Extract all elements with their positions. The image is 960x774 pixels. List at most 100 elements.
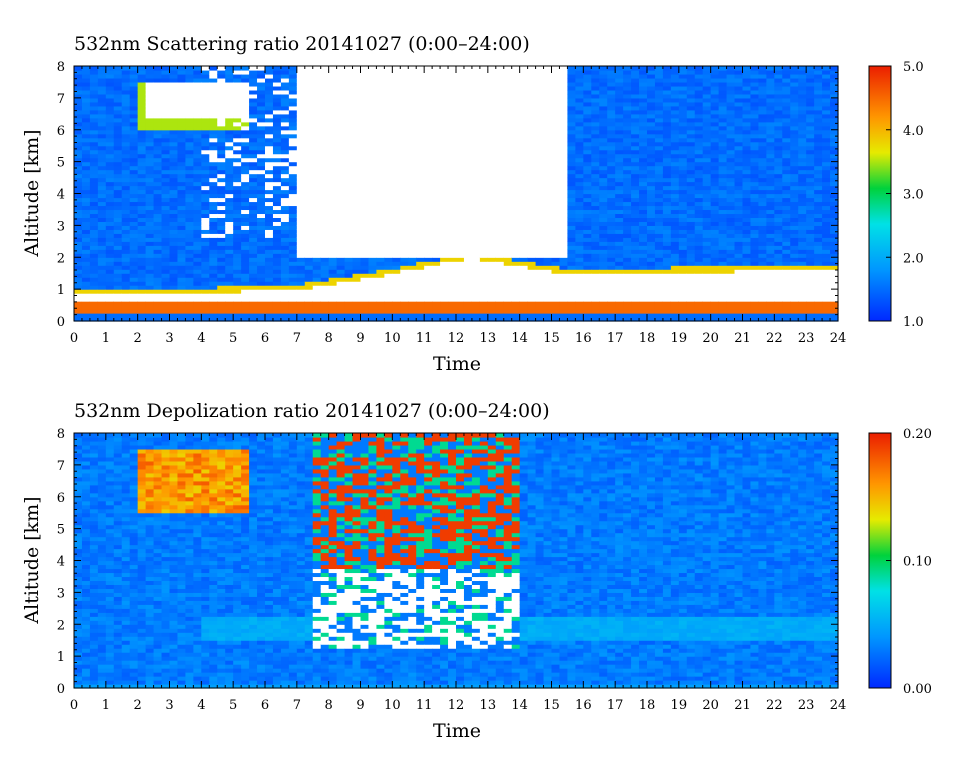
heatmap-cell [623,301,632,306]
heatmap-cell [615,297,624,302]
heatmap-cell [440,137,449,143]
heatmap-cell [487,157,497,163]
heatmap-cell [217,77,226,83]
heatmap-cell [400,269,409,274]
heatmap-cell [527,129,537,135]
heatmap-cell [376,245,385,250]
heatmap-cell [368,185,378,191]
heatmap-cell [169,205,179,211]
heatmap-cell [662,85,672,91]
heatmap-cell [217,97,226,103]
heatmap-cell [543,197,553,203]
heatmap-cell [153,109,163,115]
heatmap-cell [153,197,163,203]
heatmap-cell [352,233,362,238]
heatmap-cell [121,229,131,234]
heatmap-cell [137,201,147,207]
heatmap-cell [368,113,378,119]
heatmap-cell [272,185,282,191]
heatmap-cell [74,233,83,238]
heatmap-cell [288,113,298,119]
heatmap-cell [320,233,330,238]
heatmap-cell [623,169,632,175]
heatmap-cell [440,317,449,322]
heatmap-cell [304,85,314,91]
heatmap-cell [209,73,218,79]
heatmap-cell [670,101,680,107]
heatmap-cell [265,181,274,187]
heatmap-cell [559,141,569,147]
heatmap-cell [74,265,83,270]
heatmap-cell [145,101,155,107]
heatmap-cell [177,245,187,250]
heatmap-cell [639,113,648,119]
heatmap-cell [591,157,600,163]
heatmap-cell [360,285,370,290]
heatmap-cell [241,213,250,218]
heatmap-cell [161,241,171,246]
heatmap-cell [400,125,409,131]
heatmap-cell [233,313,242,318]
heatmap-cell [376,237,385,242]
heatmap-cell [336,197,346,203]
heatmap-cell [320,149,330,155]
heatmap-cell [344,157,354,163]
heatmap-cell [487,305,497,310]
heatmap-cell [599,233,608,238]
heatmap-cell [81,273,91,278]
heatmap-cell [296,189,306,195]
heatmap-cell [448,281,457,286]
heatmap-cell [527,233,537,238]
heatmap-cell [456,313,465,318]
heatmap-cell [201,281,210,286]
heatmap-cell [416,81,425,87]
heatmap-cell [352,301,362,306]
heatmap-cell [519,97,529,103]
heatmap-cell [678,221,688,226]
heatmap-cell [615,113,624,119]
heatmap-cell [336,213,346,218]
heatmap-cell [272,273,282,278]
heatmap-cell [312,285,322,290]
heatmap-cell [424,217,433,222]
heatmap-cell [105,245,115,250]
heatmap-cell [113,145,123,151]
heatmap-cell [312,281,322,286]
heatmap-cell [511,117,521,123]
heatmap-cell [607,66,616,71]
heatmap-cell [161,277,171,282]
heatmap-cell [511,221,521,226]
heatmap-cell [631,273,640,278]
heatmap-cell [336,237,346,242]
heatmap-cell [416,145,425,151]
heatmap-cell [503,269,513,274]
heatmap-cell [225,253,234,258]
heatmap-cell [201,285,210,290]
heatmap-cell [678,137,688,143]
heatmap-cell [169,209,179,215]
heatmap-cell [503,201,513,207]
heatmap-cell [639,205,648,211]
heatmap-cell [519,265,529,270]
heatmap-cell [89,297,99,302]
heatmap-cell [368,213,378,218]
heatmap-cell [352,145,362,151]
heatmap-cell [495,277,505,282]
heatmap-cell [654,117,664,123]
heatmap-cell [185,293,194,298]
heatmap-cell [97,145,107,151]
heatmap-cell [153,289,163,294]
heatmap-cell [647,181,656,187]
heatmap-cell [129,293,139,298]
heatmap-cell [631,66,640,71]
heatmap-cell [201,69,210,75]
heatmap-cell [129,253,139,258]
heatmap-cell [217,69,226,75]
heatmap-cell [392,89,401,95]
heatmap-cell [424,241,433,246]
heatmap-cell [654,229,664,234]
heatmap-cell [129,165,139,171]
heatmap-cell [487,133,497,139]
heatmap-cell [575,249,584,254]
heatmap-cell [392,81,401,87]
